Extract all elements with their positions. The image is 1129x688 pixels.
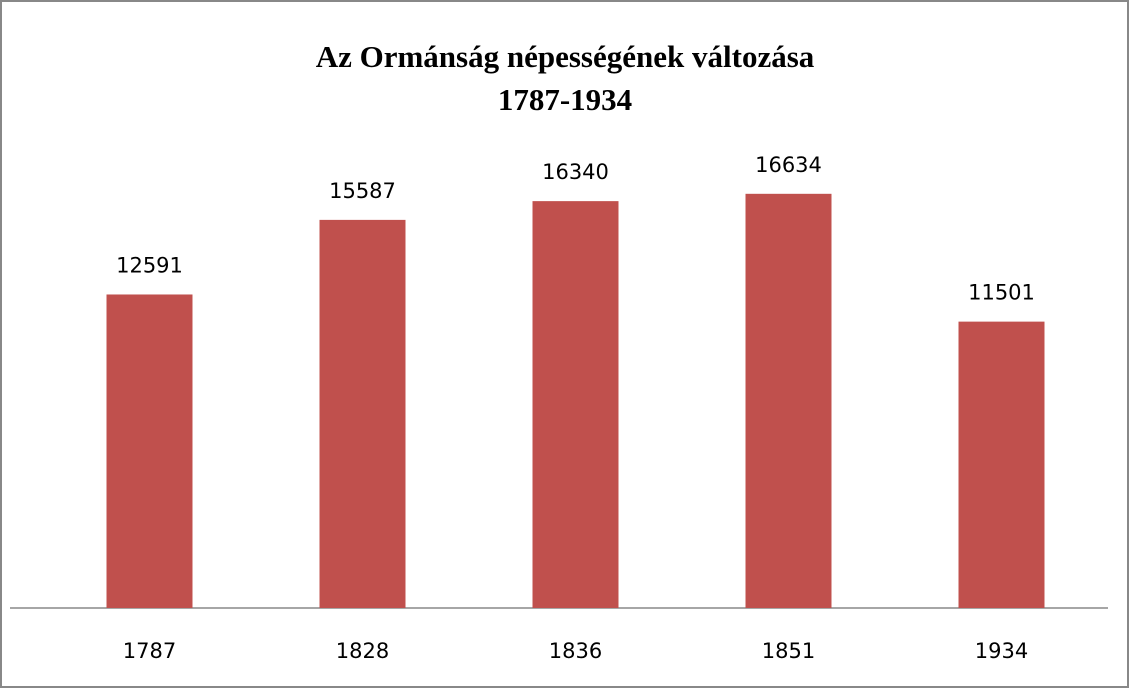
value-label: 12591 xyxy=(116,253,183,277)
value-label: 11501 xyxy=(968,281,1035,305)
x-tick-label: 1851 xyxy=(762,639,815,663)
chart-title: Az Ormánság népességének változása xyxy=(316,39,815,74)
bar xyxy=(532,201,619,608)
value-label: 16340 xyxy=(542,160,609,184)
value-label: 15587 xyxy=(329,179,396,203)
bar xyxy=(958,321,1045,608)
x-tick-label: 1836 xyxy=(549,639,602,663)
chart-title: 1787-1934 xyxy=(498,82,632,117)
bar xyxy=(106,294,193,608)
x-tick-label: 1787 xyxy=(123,639,176,663)
bar xyxy=(745,193,832,608)
bar xyxy=(319,219,406,608)
x-tick-label: 1934 xyxy=(975,639,1028,663)
x-tick-label: 1828 xyxy=(336,639,389,663)
value-label: 16634 xyxy=(755,153,822,177)
